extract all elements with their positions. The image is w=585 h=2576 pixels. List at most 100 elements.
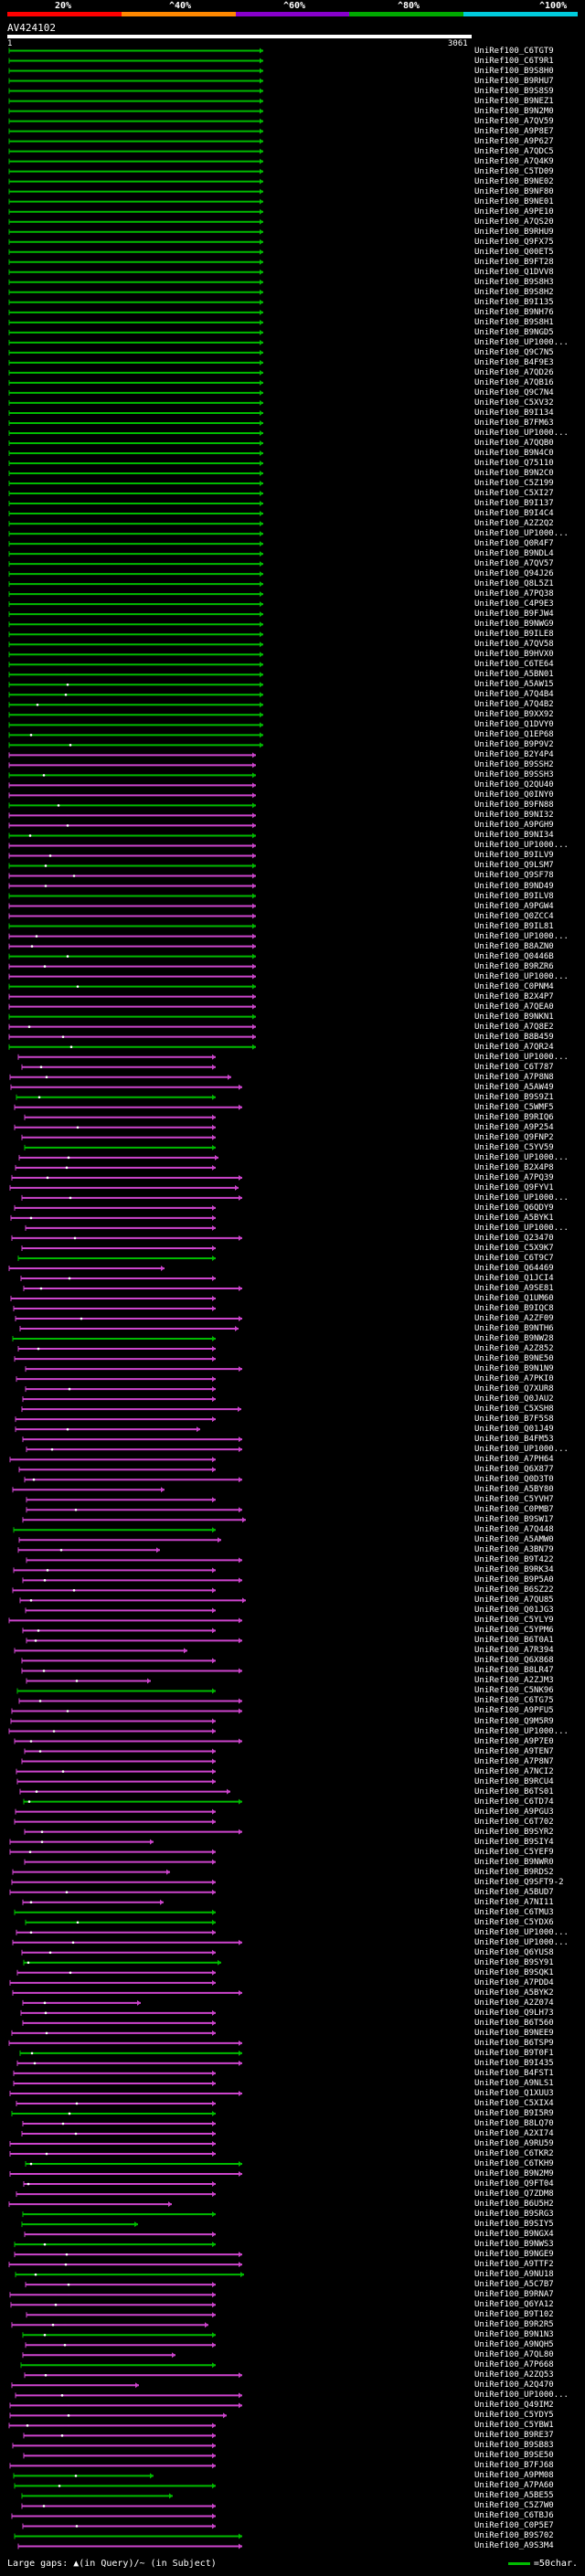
hit-label-link[interactable]: UniRef100_A7P8N7 (474, 1756, 554, 1766)
hit-label-link[interactable]: UniRef100_A9RU59 (474, 2139, 554, 2148)
hit-label-link[interactable]: UniRef100_A2Q470 (474, 2380, 554, 2390)
hit-label-link[interactable]: UniRef100_B9NI34 (474, 831, 554, 841)
hit-label-link[interactable]: UniRef100_A9PGW4 (474, 901, 554, 911)
hit-label-link[interactable]: UniRef100_A9PGU3 (474, 1807, 554, 1817)
hit-label-link[interactable]: UniRef100_Q9SF78 (474, 871, 554, 881)
hit-label-link[interactable]: UniRef100_A9P8E7 (474, 126, 554, 136)
hit-label-link[interactable]: UniRef100_B9SYR2 (474, 1827, 554, 1837)
hit-label-link[interactable]: UniRef100_B9SE50 (474, 2451, 554, 2461)
hit-label-link[interactable]: UniRef100_B4FM53 (474, 1435, 554, 1445)
hit-label-link[interactable]: UniRef100_Q75110 (474, 459, 554, 468)
hit-label-link[interactable]: UniRef100_UP1000... (474, 529, 569, 539)
hit-label-link[interactable]: UniRef100_UP1000... (474, 931, 569, 941)
hit-label-link[interactable]: UniRef100_A9NQH5 (474, 2340, 554, 2350)
hit-label-link[interactable]: UniRef100_B9RE37 (474, 2431, 554, 2441)
hit-label-link[interactable]: UniRef100_UP1000... (474, 971, 569, 981)
hit-label-link[interactable]: UniRef100_UP1000... (474, 1152, 569, 1162)
hit-label-link[interactable]: UniRef100_Q6YUS8 (474, 1947, 554, 1957)
hit-label-link[interactable]: UniRef100_B9NWG9 (474, 620, 554, 630)
hit-label-link[interactable]: UniRef100_Q6QDY9 (474, 1203, 554, 1213)
hit-label-link[interactable]: UniRef100_B9N1N9 (474, 1364, 554, 1374)
hit-label-link[interactable]: UniRef100_B9NWR0 (474, 1857, 554, 1867)
hit-label-link[interactable]: UniRef100_B9NE50 (474, 1354, 554, 1364)
hit-label-link[interactable]: UniRef100_C5YVH7 (474, 1495, 554, 1505)
hit-label-link[interactable]: UniRef100_B9NKN1 (474, 1012, 554, 1022)
hit-label-link[interactable]: UniRef100_A9P7E0 (474, 1736, 554, 1746)
hit-label-link[interactable]: UniRef100_B9SRG3 (474, 2210, 554, 2220)
hit-label-link[interactable]: UniRef100_A7PKI0 (474, 1374, 554, 1384)
hit-label-link[interactable]: UniRef100_UP1000... (474, 2390, 569, 2401)
hit-label-link[interactable]: UniRef100_C6T9R1 (474, 56, 554, 66)
hit-label-link[interactable]: UniRef100_Q6X877 (474, 1465, 554, 1475)
hit-label-link[interactable]: UniRef100_B9ND49 (474, 881, 554, 891)
hit-label-link[interactable]: UniRef100_Q1DVV8 (474, 267, 554, 277)
hit-label-link[interactable]: UniRef100_B9RDS2 (474, 1867, 554, 1877)
hit-label-link[interactable]: UniRef100_B9SY91 (474, 1957, 554, 1967)
hit-label-link[interactable]: UniRef100_A5BN01 (474, 670, 554, 680)
hit-label-link[interactable]: UniRef100_Q0INY0 (474, 790, 554, 800)
hit-label-link[interactable]: UniRef100_C6TBJ6 (474, 2511, 554, 2521)
hit-label-link[interactable]: UniRef100_B9T102 (474, 2310, 554, 2320)
hit-label-link[interactable]: UniRef100_A2Z852 (474, 1344, 554, 1354)
hit-label-link[interactable]: UniRef100_B9NE01 (474, 196, 554, 207)
hit-label-link[interactable]: UniRef100_C5NK96 (474, 1686, 554, 1696)
hit-label-link[interactable]: UniRef100_B6TSP9 (474, 2038, 554, 2048)
hit-label-link[interactable]: UniRef100_Q9LH73 (474, 2008, 554, 2018)
hit-label-link[interactable]: UniRef100_B9IL81 (474, 921, 554, 931)
hit-label-link[interactable]: UniRef100_B2X4P7 (474, 991, 554, 1002)
hit-label-link[interactable]: UniRef100_C5YLY9 (474, 1616, 554, 1626)
hit-label-link[interactable]: UniRef100_Q7XUR8 (474, 1384, 554, 1394)
hit-label-link[interactable]: UniRef100_Q9M5R9 (474, 1716, 554, 1726)
hit-label-link[interactable]: UniRef100_B9T422 (474, 1555, 554, 1565)
hit-label-link[interactable]: UniRef100_A7PA60 (474, 2481, 554, 2491)
hit-label-link[interactable]: UniRef100_A7Q4B4 (474, 690, 554, 700)
hit-label-link[interactable]: UniRef100_B9S8H2 (474, 287, 554, 297)
hit-label-link[interactable]: UniRef100_Q01J49 (474, 1425, 554, 1435)
hit-label-link[interactable]: UniRef100_B9NEE9 (474, 2028, 554, 2038)
hit-label-link[interactable]: UniRef100_B9NWS3 (474, 2240, 554, 2250)
hit-label-link[interactable]: UniRef100_Q9FT04 (474, 2179, 554, 2189)
hit-label-link[interactable]: UniRef100_A9TTF2 (474, 2260, 554, 2270)
hit-label-link[interactable]: UniRef100_A5BYK1 (474, 1213, 554, 1223)
hit-label-link[interactable]: UniRef100_C5XI27 (474, 489, 554, 499)
hit-label-link[interactable]: UniRef100_B9NGD5 (474, 327, 554, 337)
hit-label-link[interactable]: UniRef100_B9I134 (474, 408, 554, 418)
hit-label-link[interactable]: UniRef100_B9NDL4 (474, 549, 554, 559)
hit-label-link[interactable]: UniRef100_Q1EP68 (474, 730, 554, 740)
hit-label-link[interactable]: UniRef100_B9I4C4 (474, 509, 554, 519)
hit-label-link[interactable]: UniRef100_C6T787 (474, 1062, 554, 1072)
hit-label-link[interactable]: UniRef100_A9NLS1 (474, 2078, 554, 2088)
hit-label-link[interactable]: UniRef100_B9RZR6 (474, 961, 554, 971)
hit-label-link[interactable]: UniRef100_Q9C7N5 (474, 347, 554, 357)
hit-label-link[interactable]: UniRef100_B9SSH2 (474, 760, 554, 770)
hit-label-link[interactable]: UniRef100_UP1000... (474, 337, 569, 347)
hit-label-link[interactable]: UniRef100_B9FN88 (474, 800, 554, 811)
hit-label-link[interactable]: UniRef100_A7Q448 (474, 1525, 554, 1535)
hit-label-link[interactable]: UniRef100_A7QL80 (474, 2350, 554, 2360)
hit-label-link[interactable]: UniRef100_B4F9E3 (474, 357, 554, 367)
hit-label-link[interactable]: UniRef100_C5YEF9 (474, 1847, 554, 1857)
hit-label-link[interactable]: UniRef100_Q0JAU2 (474, 1394, 554, 1405)
hit-label-link[interactable]: UniRef100_B9NW28 (474, 1334, 554, 1344)
hit-label-link[interactable]: UniRef100_B7F5S8 (474, 1415, 554, 1425)
hit-label-link[interactable]: UniRef100_C5YBW1 (474, 2421, 554, 2431)
hit-label-link[interactable]: UniRef100_A5AMW0 (474, 1535, 554, 1545)
hit-label-link[interactable]: UniRef100_UP1000... (474, 1927, 569, 1937)
hit-label-link[interactable]: UniRef100_B9ILV9 (474, 851, 554, 861)
hit-label-link[interactable]: UniRef100_B9XX92 (474, 710, 554, 720)
hit-label-link[interactable]: UniRef100_C5YPM6 (474, 1626, 554, 1636)
hit-label-link[interactable]: UniRef100_C4P9E3 (474, 599, 554, 610)
hit-label-link[interactable]: UniRef100_Q0D3T0 (474, 1475, 554, 1485)
hit-label-link[interactable]: UniRef100_A7PH64 (474, 1455, 554, 1465)
hit-label-link[interactable]: UniRef100_A9TEN7 (474, 1746, 554, 1756)
hit-label-link[interactable]: UniRef100_Q9SFT9-2 (474, 1877, 564, 1887)
hit-label-link[interactable]: UniRef100_Q0446B (474, 951, 554, 961)
hit-label-link[interactable]: UniRef100_UP1000... (474, 841, 569, 851)
hit-label-link[interactable]: UniRef100_A7NI11 (474, 1897, 554, 1907)
hit-label-link[interactable]: UniRef100_A7R394 (474, 1646, 554, 1656)
hit-label-link[interactable]: UniRef100_C5Z199 (474, 479, 554, 489)
hit-label-link[interactable]: UniRef100_C6T9C7 (474, 1253, 554, 1263)
hit-label-link[interactable]: UniRef100_A5BY80 (474, 1485, 554, 1495)
hit-label-link[interactable]: UniRef100_B9FT28 (474, 257, 554, 267)
hit-label-link[interactable]: UniRef100_A2ZJM3 (474, 1676, 554, 1686)
